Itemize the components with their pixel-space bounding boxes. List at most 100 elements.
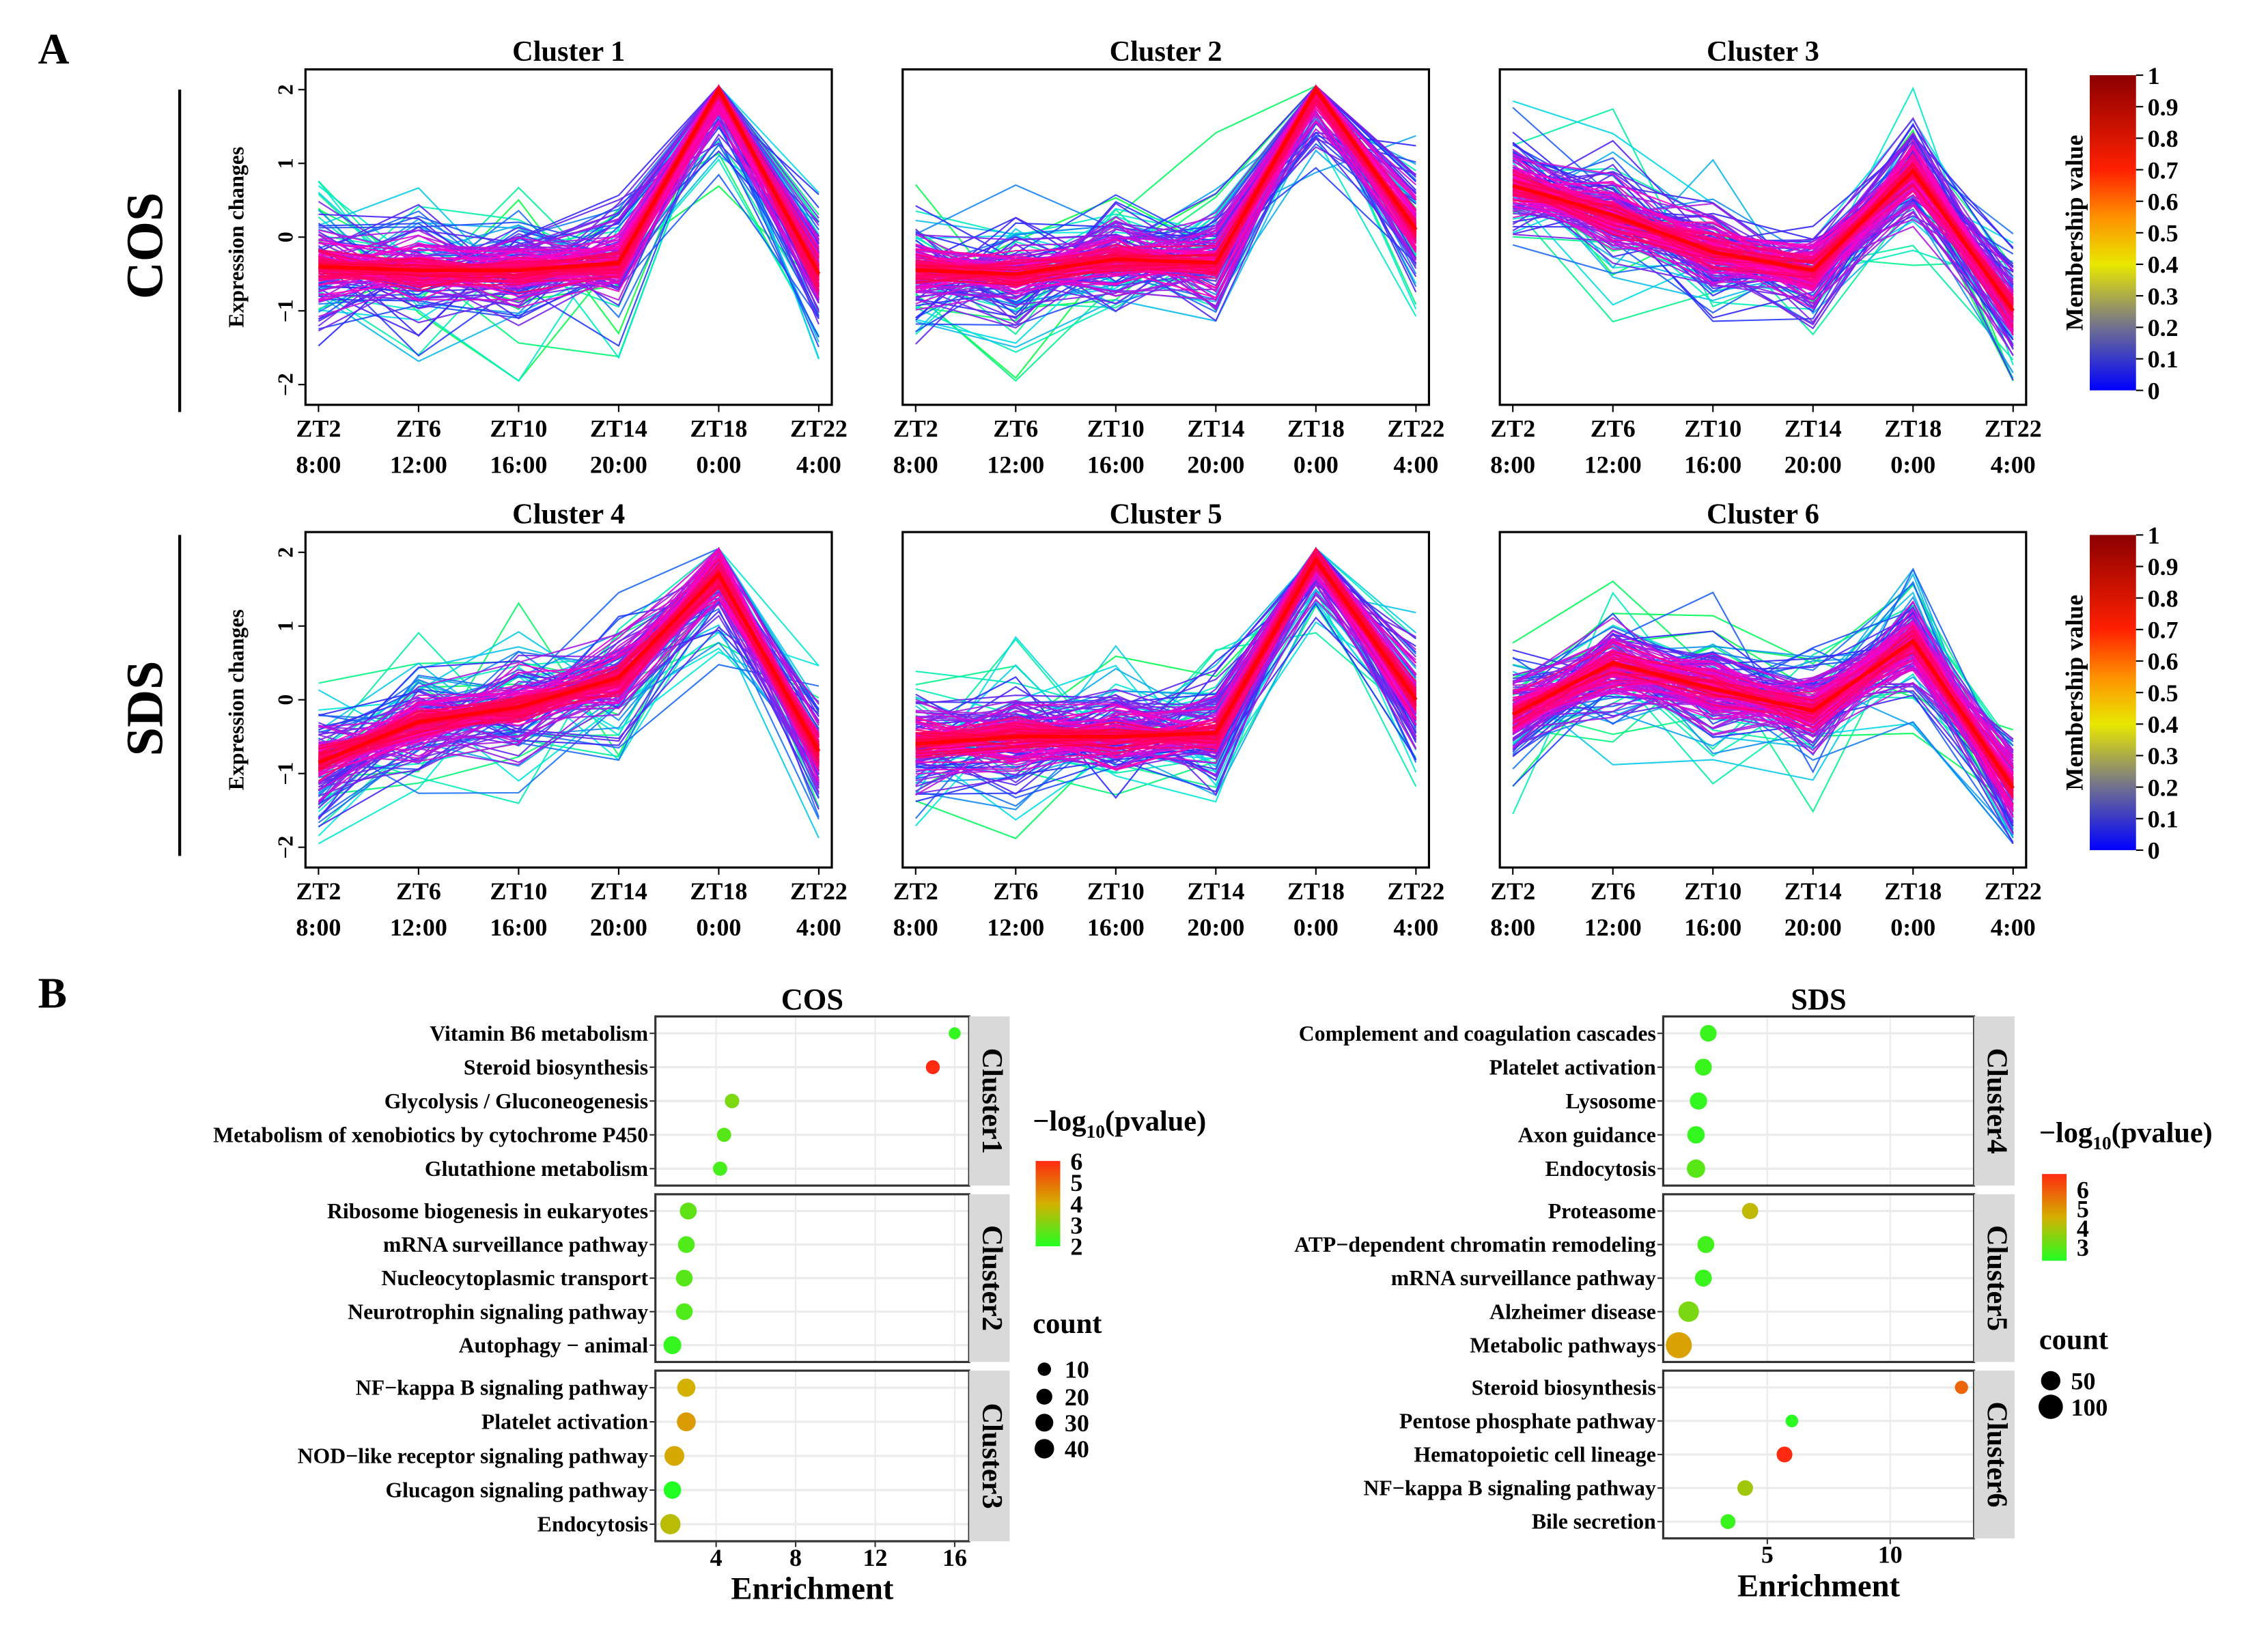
enrichment-dot [1741,1203,1759,1220]
panel-label-a: A [38,25,70,73]
colorbar-tick-label: 0.3 [2148,283,2179,310]
pvalue-legend-tick: 3 [1070,1212,1082,1239]
pvalue-legend-tick: 6 [2077,1176,2089,1203]
facet-strip [1974,1194,2015,1362]
enrichment-dot [949,1027,961,1039]
profile-lines [914,546,1417,840]
x-tick-time-label: 12:00 [987,451,1044,478]
pvalue-legend-title: −log10(pvalue) [2039,1117,2213,1154]
facet-cluster4: Complement and coagulation cascades Plate… [1299,1015,2015,1187]
x-tick-label: ZT6 [993,415,1038,442]
pathway-label: Hematopoietic cell lineage [1414,1443,1655,1467]
pvalue-legend-tick: 4 [1070,1190,1082,1218]
dotplot-cos: COS Vitamin B6 metabolism Steroid biosynth… [213,982,1206,1607]
x-tick-label: ZT22 [1985,415,2042,442]
dotplot-title: COS [781,982,843,1016]
pvalue-legend-tick: 6 [1070,1148,1082,1175]
profile-line [1512,609,2014,788]
pathway-label: mRNA surveillance pathway [1391,1266,1656,1290]
pathway-label: Glutathione metabolism [425,1157,648,1181]
pathway-label: NF−kappa B signaling pathway [1363,1476,1655,1500]
enrichment-dot [713,1161,727,1176]
colorbar-tick-label: 0.9 [2148,553,2179,580]
profile-lines [1512,86,2014,382]
centroid-line [915,86,1418,276]
count-legend-dot [1035,1414,1054,1432]
x-tick-time-label: 4:00 [796,914,841,941]
colorbar-tick-label: 0.3 [2148,742,2179,770]
legend-title-part: (pvalue) [1105,1106,1206,1138]
x-tick-time-label: 8:00 [1490,914,1535,941]
x-tick-label: 5 [1761,1541,1774,1569]
x-tick-time-label: 0:00 [696,451,741,478]
cluster-title: Cluster 6 [1707,498,1819,530]
pathway-label: Lysosome [1566,1089,1656,1113]
x-tick-time-label: 0:00 [1293,451,1339,478]
pathway-label: Metabolic pathways [1470,1333,1656,1357]
profile-line [915,621,1416,821]
pathway-label: Metabolism of xenobiotics by cytochrome … [213,1123,648,1147]
cluster-title: Cluster 1 [512,36,625,68]
colorbar-tick-label: 0.8 [2148,585,2179,612]
y-tick-label: 1 [273,158,297,169]
enrichment-dot [725,1093,740,1108]
x-tick-label: ZT10 [490,878,547,905]
profile-lines [914,84,1417,382]
x-tick-label: ZT6 [993,878,1038,905]
x-tick-label: ZT14 [1784,878,1842,905]
x-tick-time-label: 0:00 [696,914,741,941]
x-tick-label: ZT18 [1287,878,1345,905]
enrichment-dot [664,1446,684,1466]
x-tick-label: ZT6 [1591,415,1636,442]
cluster-plot-1: Cluster 1ZT28:00ZT612:00ZT1016:00ZT1420:… [224,36,848,478]
facet-cluster1: Vitamin B6 metabolism Steroid biosynthesi… [213,1015,1010,1187]
x-tick-label: ZT14 [1784,415,1842,442]
colorbar-tick-label: 0.2 [2148,774,2179,801]
colorbar-tick-label: 0.8 [2148,125,2179,152]
facet-strip [969,1016,1010,1186]
x-tick-label: ZT22 [1387,415,1444,442]
colorbar-tick-label: 0.2 [2148,314,2179,341]
enrichment-dot [1666,1332,1692,1358]
enrichment-dot [660,1514,681,1534]
cluster-title: Cluster 4 [512,498,625,530]
y-tick-label: −1 [273,762,297,785]
x-tick-time-label: 4:00 [1991,914,2036,941]
facet-strip-label: Cluster2 [976,1225,1008,1331]
x-tick-label: ZT10 [1087,878,1145,905]
count-legend-dot [1037,1362,1052,1376]
colorbar-tick-label: 0.5 [2148,220,2179,247]
profile-line [318,185,820,382]
y-tick-label: 2 [273,84,297,95]
x-tick-label: ZT2 [296,415,341,442]
facet-strip [1974,1371,2015,1539]
centroid-line [1512,638,2015,789]
membership-colorbar: 0 0.1 0.2 0.3 0.4 0.5 0.6 0.7 0.8 0.9 1 Membership … [2060,522,2178,865]
pathway-label: Proteasome [1548,1199,1656,1223]
colorbar-title: Membership value [2060,595,2088,791]
x-tick-time-label: 12:00 [390,451,447,478]
facet-strip-label: Cluster4 [1981,1048,2013,1154]
pvalue-gradient [2042,1174,2067,1261]
count-legend-label: 30 [1065,1409,1089,1437]
profile-line [318,585,820,770]
x-axis-label: Enrichment [1737,1569,1900,1603]
facet-cluster2: Ribosome biogenesis in eukaryotes mRNA su… [327,1193,1010,1364]
x-tick-label: 16 [942,1544,967,1571]
colorbar-title: Membership value [2060,135,2088,331]
pathway-label: Axon guidance [1518,1123,1656,1147]
pvalue-gradient [1035,1161,1061,1247]
pathway-label: Endocytosis [537,1513,648,1536]
profile-line [915,600,1417,796]
cluster-title: Cluster 3 [1707,36,1819,68]
x-tick-time-label: 20:00 [1784,914,1842,941]
enrichment-dot [1687,1126,1705,1144]
pvalue-legend-title: −log10(pvalue) [1033,1106,1206,1142]
cluster-plot-6: Cluster 6 ZT2 8:00 ZT6 12:00 ZT10 16:00 ZT14 20:… [1490,498,2042,940]
pathway-label: NOD−like receptor signaling pathway [298,1444,649,1468]
x-tick-label: ZT22 [1387,878,1444,905]
pathway-label: Endocytosis [1545,1157,1655,1181]
panel-b-enrichment-dotplots: COS Vitamin B6 metabolism Steroid biosynth… [213,982,2213,1607]
count-legend-label: 100 [2071,1394,2108,1421]
